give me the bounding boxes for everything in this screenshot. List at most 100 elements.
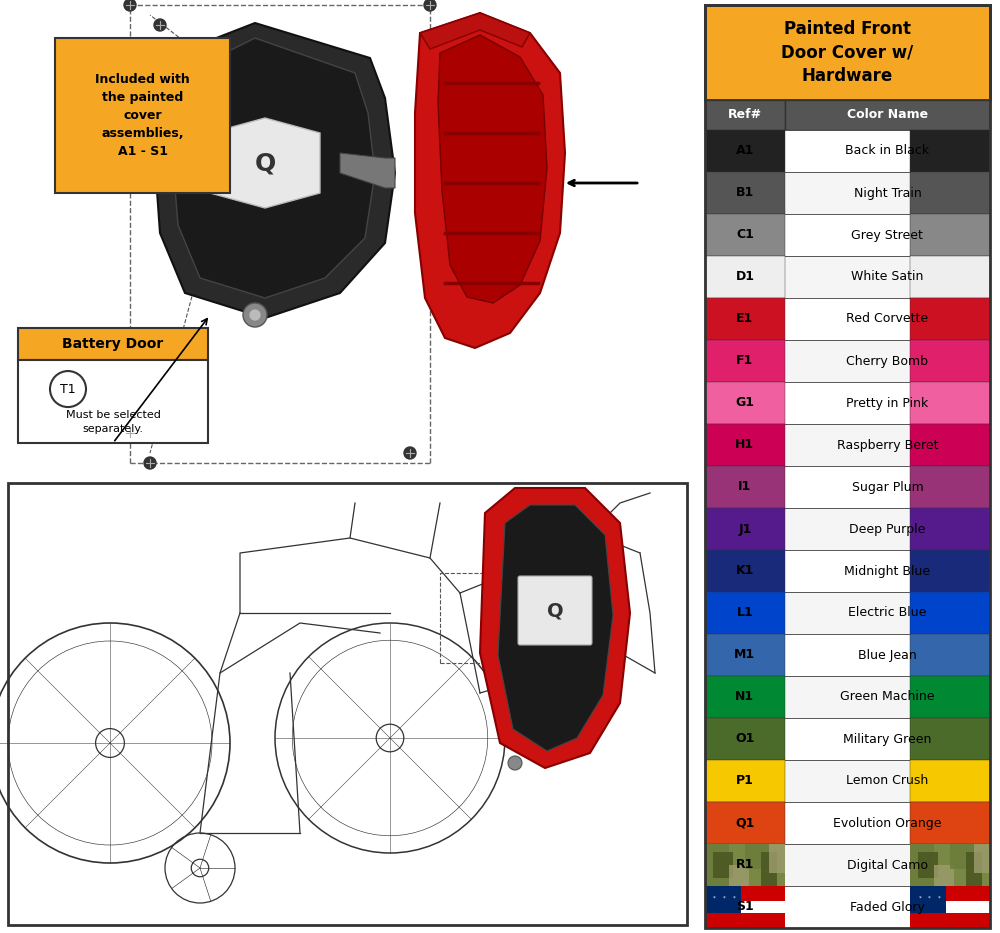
Text: Sugar Plum: Sugar Plum — [852, 480, 923, 494]
FancyBboxPatch shape — [705, 802, 785, 844]
FancyBboxPatch shape — [934, 865, 954, 886]
FancyBboxPatch shape — [966, 853, 982, 886]
Text: Pretty in Pink: Pretty in Pink — [846, 397, 929, 410]
Circle shape — [154, 19, 166, 31]
Text: Painted Front
Door Cover w/
Hardware: Painted Front Door Cover w/ Hardware — [781, 20, 914, 85]
FancyBboxPatch shape — [910, 550, 990, 592]
Text: Deep Purple: Deep Purple — [849, 522, 926, 536]
Circle shape — [124, 427, 136, 439]
Text: Lemon Crush: Lemon Crush — [846, 774, 929, 787]
FancyBboxPatch shape — [705, 382, 990, 424]
FancyBboxPatch shape — [518, 576, 592, 645]
FancyBboxPatch shape — [910, 466, 990, 508]
FancyBboxPatch shape — [705, 886, 990, 928]
Circle shape — [50, 371, 86, 407]
FancyBboxPatch shape — [910, 634, 990, 676]
Text: D1: D1 — [735, 271, 754, 284]
FancyBboxPatch shape — [705, 130, 990, 172]
FancyBboxPatch shape — [785, 100, 990, 130]
FancyBboxPatch shape — [18, 328, 208, 360]
FancyBboxPatch shape — [705, 466, 785, 508]
FancyBboxPatch shape — [729, 865, 749, 886]
Text: *: * — [928, 896, 931, 900]
Text: Evolution Orange: Evolution Orange — [833, 816, 942, 829]
Text: B1: B1 — [736, 187, 754, 200]
Text: *: * — [713, 896, 716, 900]
FancyBboxPatch shape — [705, 340, 785, 382]
Text: T1: T1 — [60, 383, 76, 396]
Circle shape — [144, 457, 156, 469]
FancyBboxPatch shape — [705, 760, 990, 802]
Text: *: * — [723, 896, 726, 900]
FancyBboxPatch shape — [950, 844, 974, 870]
FancyBboxPatch shape — [705, 592, 990, 634]
FancyBboxPatch shape — [705, 508, 990, 550]
FancyBboxPatch shape — [0, 0, 695, 467]
FancyBboxPatch shape — [910, 844, 990, 886]
Circle shape — [243, 303, 267, 327]
Text: Q: Q — [254, 151, 276, 175]
Text: C1: C1 — [736, 229, 754, 242]
FancyBboxPatch shape — [705, 172, 785, 214]
FancyBboxPatch shape — [705, 676, 785, 718]
FancyBboxPatch shape — [705, 298, 990, 340]
FancyBboxPatch shape — [910, 424, 990, 466]
FancyBboxPatch shape — [910, 760, 990, 802]
FancyBboxPatch shape — [705, 550, 990, 592]
Text: P1: P1 — [736, 774, 754, 787]
Text: Red Corvette: Red Corvette — [846, 313, 928, 326]
FancyBboxPatch shape — [705, 676, 990, 718]
FancyBboxPatch shape — [705, 900, 785, 913]
FancyBboxPatch shape — [705, 214, 990, 256]
Text: H1: H1 — [735, 439, 754, 452]
FancyBboxPatch shape — [910, 844, 934, 886]
FancyBboxPatch shape — [705, 424, 785, 466]
Text: Faded Glory: Faded Glory — [850, 900, 925, 913]
Text: Cherry Bomb: Cherry Bomb — [846, 355, 928, 368]
Text: *: * — [732, 896, 735, 900]
FancyBboxPatch shape — [705, 844, 785, 886]
FancyBboxPatch shape — [910, 886, 990, 928]
Polygon shape — [480, 488, 630, 768]
FancyBboxPatch shape — [705, 634, 785, 676]
Text: Must be selected
separately.: Must be selected separately. — [66, 411, 160, 434]
FancyBboxPatch shape — [705, 802, 990, 844]
FancyBboxPatch shape — [705, 256, 990, 298]
FancyBboxPatch shape — [910, 508, 990, 550]
Polygon shape — [415, 13, 565, 348]
FancyBboxPatch shape — [910, 886, 946, 913]
FancyBboxPatch shape — [705, 100, 785, 130]
FancyBboxPatch shape — [910, 256, 990, 298]
FancyBboxPatch shape — [910, 802, 990, 844]
Text: A1: A1 — [736, 145, 754, 158]
FancyBboxPatch shape — [705, 382, 785, 424]
Text: Color Name: Color Name — [847, 108, 928, 121]
Polygon shape — [498, 505, 613, 751]
Circle shape — [249, 309, 261, 321]
FancyBboxPatch shape — [910, 900, 990, 913]
FancyBboxPatch shape — [705, 886, 785, 928]
Text: Raspberry Beret: Raspberry Beret — [837, 439, 938, 452]
FancyBboxPatch shape — [910, 676, 990, 718]
FancyBboxPatch shape — [705, 130, 785, 172]
FancyBboxPatch shape — [55, 38, 230, 193]
Text: Ref#: Ref# — [728, 108, 762, 121]
Polygon shape — [340, 153, 395, 188]
FancyBboxPatch shape — [705, 340, 990, 382]
FancyBboxPatch shape — [705, 718, 785, 760]
FancyBboxPatch shape — [769, 844, 785, 873]
Text: Night Train: Night Train — [854, 187, 921, 200]
Text: G1: G1 — [735, 397, 754, 410]
FancyBboxPatch shape — [910, 718, 990, 760]
Text: Q1: Q1 — [735, 816, 755, 829]
Circle shape — [404, 447, 416, 459]
Text: Digital Camo: Digital Camo — [847, 858, 928, 871]
Text: Battery Door: Battery Door — [62, 337, 164, 351]
FancyBboxPatch shape — [705, 298, 785, 340]
Polygon shape — [155, 23, 395, 318]
Text: J1: J1 — [738, 522, 752, 536]
FancyBboxPatch shape — [910, 298, 990, 340]
Text: K1: K1 — [736, 564, 754, 578]
FancyBboxPatch shape — [705, 634, 990, 676]
FancyBboxPatch shape — [705, 592, 785, 634]
